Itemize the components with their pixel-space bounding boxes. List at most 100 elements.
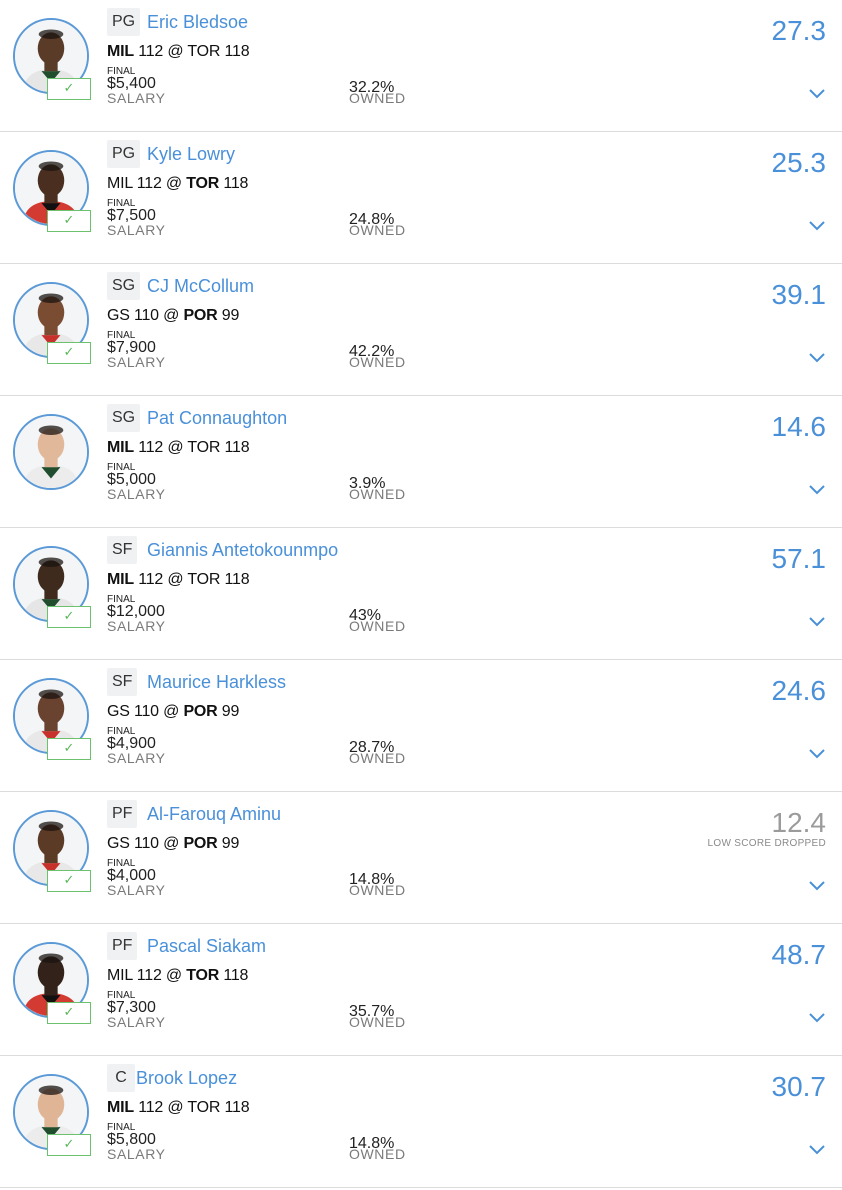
- away-team: GS: [107, 835, 130, 852]
- home-score: 118: [223, 967, 249, 984]
- fantasy-points: 39.1: [771, 279, 827, 310]
- low-score-dropped-note: LOW SCORE DROPPED: [707, 838, 826, 849]
- chevron-down-icon[interactable]: [806, 82, 828, 104]
- fantasy-points: 30.7: [771, 1071, 827, 1102]
- salary-label: SALARY: [107, 486, 166, 502]
- chevron-down-icon[interactable]: [806, 874, 828, 896]
- owned-label: OWNED: [349, 90, 406, 106]
- check-icon: ✓: [47, 210, 91, 232]
- check-icon: ✓: [47, 78, 91, 100]
- fantasy-points: 27.3: [771, 15, 827, 46]
- home-score: 118: [224, 439, 250, 456]
- game-score: GS 110 @ POR 99: [107, 703, 240, 720]
- salary-value: $5,400: [107, 75, 156, 92]
- player-row[interactable]: ✓ C Brook Lopez MIL 112 @ TOR 118 FINAL …: [0, 1056, 842, 1188]
- chevron-down-icon[interactable]: [806, 1006, 828, 1028]
- away-team: MIL: [107, 175, 133, 192]
- home-team: POR: [183, 307, 218, 324]
- player-name-link[interactable]: Eric Bledsoe: [147, 12, 249, 32]
- game-score: MIL 112 @ TOR 118: [107, 439, 250, 456]
- home-score: 99: [221, 835, 240, 852]
- chevron-down-icon[interactable]: [806, 478, 828, 500]
- game-score: GS 110 @ POR 99: [107, 835, 240, 852]
- home-team: TOR: [187, 43, 221, 60]
- player-name-link[interactable]: CJ McCollum: [147, 276, 255, 296]
- player-name-link[interactable]: Giannis Antetokounmpo: [147, 540, 339, 560]
- player-name-link[interactable]: Brook Lopez: [136, 1068, 238, 1088]
- salary-label: SALARY: [107, 750, 166, 766]
- game-status: FINAL: [107, 726, 136, 737]
- owned-label: OWNED: [349, 1014, 406, 1030]
- away-team: MIL: [107, 1099, 134, 1116]
- home-score: 118: [224, 1099, 250, 1116]
- game-score: MIL 112 @ TOR 118: [107, 175, 249, 192]
- game-status: FINAL: [107, 462, 136, 473]
- player-row[interactable]: ✓ PG Kyle Lowry MIL 112 @ TOR 118 FINAL …: [0, 132, 842, 264]
- chevron-down-icon[interactable]: [806, 742, 828, 764]
- position-badge: SG: [107, 272, 141, 300]
- salary-label: SALARY: [107, 1146, 166, 1162]
- player-row[interactable]: ✓ SF Maurice Harkless GS 110 @ POR 99 FI…: [0, 660, 842, 792]
- salary-value: $7,300: [107, 999, 156, 1016]
- owned-label: OWNED: [349, 1146, 406, 1162]
- player-row[interactable]: SG Pat Connaughton MIL 112 @ TOR 118 FIN…: [0, 396, 842, 528]
- home-team: POR: [183, 703, 218, 720]
- salary-label: SALARY: [107, 618, 166, 634]
- check-icon: ✓: [47, 1002, 91, 1024]
- chevron-down-icon[interactable]: [806, 214, 828, 236]
- chevron-down-icon[interactable]: [806, 610, 828, 632]
- check-icon: ✓: [47, 1134, 91, 1156]
- player-name-link[interactable]: Maurice Harkless: [147, 672, 287, 692]
- salary-value: $5,000: [107, 471, 156, 488]
- salary-value: $7,500: [107, 207, 156, 224]
- game-status: FINAL: [107, 198, 136, 209]
- home-score: 99: [221, 703, 240, 720]
- chevron-down-icon[interactable]: [806, 1138, 828, 1160]
- owned-label: OWNED: [349, 750, 406, 766]
- owned-label: OWNED: [349, 222, 406, 238]
- player-row[interactable]: ✓ PG Eric Bledsoe MIL 112 @ TOR 118 FINA…: [0, 0, 842, 132]
- check-icon: ✓: [47, 738, 91, 760]
- home-team: TOR: [187, 571, 221, 588]
- owned-label: OWNED: [349, 486, 406, 502]
- player-headshot: [13, 414, 89, 490]
- game-status: FINAL: [107, 594, 136, 605]
- owned-value: 43%: [349, 607, 382, 624]
- salary-value: $4,000: [107, 867, 156, 884]
- player-row[interactable]: ✓ PF Pascal Siakam MIL 112 @ TOR 118 FIN…: [0, 924, 842, 1056]
- player-name-link[interactable]: Pascal Siakam: [147, 936, 267, 956]
- chevron-down-icon[interactable]: [806, 346, 828, 368]
- player-row[interactable]: ✓ PF Al-Farouq Aminu GS 110 @ POR 99 FIN…: [0, 792, 842, 924]
- fantasy-points: 24.6: [771, 675, 827, 706]
- owned-value: 28.7%: [349, 739, 395, 756]
- position-badge: PG: [107, 140, 141, 168]
- fantasy-points: 57.1: [771, 543, 827, 574]
- away-team: GS: [107, 703, 130, 720]
- away-team: MIL: [107, 967, 133, 984]
- salary-label: SALARY: [107, 1014, 166, 1030]
- away-score: 112: [136, 175, 162, 192]
- away-score: 112: [138, 571, 164, 588]
- position-badge: PG: [107, 8, 141, 36]
- owned-value: 24.8%: [349, 211, 395, 228]
- owned-value: 14.8%: [349, 1135, 395, 1152]
- player-name-link[interactable]: Pat Connaughton: [147, 408, 288, 428]
- player-row[interactable]: ✓ SG CJ McCollum GS 110 @ POR 99 FINAL $…: [0, 264, 842, 396]
- away-score: 112: [136, 967, 162, 984]
- check-icon: ✓: [47, 870, 91, 892]
- player-name-link[interactable]: Al-Farouq Aminu: [147, 804, 282, 824]
- game-status: FINAL: [107, 858, 136, 869]
- owned-value: 3.9%: [349, 475, 386, 492]
- away-team: MIL: [107, 571, 134, 588]
- home-score: 99: [221, 307, 240, 324]
- position-badge: C: [107, 1064, 135, 1092]
- away-score: 110: [133, 307, 159, 324]
- away-score: 112: [138, 1099, 164, 1116]
- game-score: MIL 112 @ TOR 118: [107, 1099, 250, 1116]
- player-row[interactable]: ✓ SF Giannis Antetokounmpo MIL 112 @ TOR…: [0, 528, 842, 660]
- owned-label: OWNED: [349, 618, 406, 634]
- home-team: TOR: [186, 967, 220, 984]
- player-name-link[interactable]: Kyle Lowry: [147, 144, 236, 164]
- away-score: 110: [133, 835, 159, 852]
